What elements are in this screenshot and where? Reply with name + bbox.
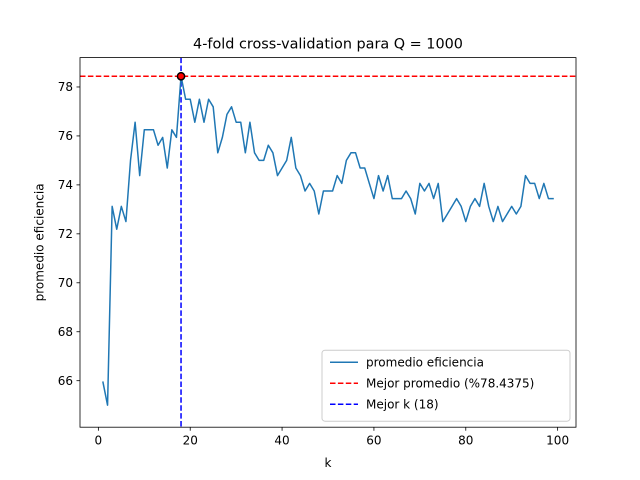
x-tick-label: 0 bbox=[95, 434, 103, 448]
y-tick-label: 78 bbox=[58, 80, 73, 94]
x-tick-label: 40 bbox=[274, 434, 289, 448]
plot-frame bbox=[79, 57, 577, 428]
x-tick-label: 80 bbox=[458, 434, 473, 448]
y-tick-label: 72 bbox=[58, 227, 73, 241]
legend-label: Mejor promedio (%78.4375) bbox=[366, 376, 534, 390]
x-tick-label: 60 bbox=[366, 434, 381, 448]
highlight-layer bbox=[176, 71, 186, 81]
legend: promedio eficiencia Mejor promedio (%78.4… bbox=[321, 349, 571, 422]
y-axis-ticks: 66 68 70 72 74 76 78 bbox=[58, 80, 80, 388]
y-tick-label: 68 bbox=[58, 325, 73, 339]
y-tick-label: 66 bbox=[58, 374, 73, 388]
series-line-0 bbox=[102, 75, 554, 406]
x-axis-ticks: 0 20 40 60 80 100 bbox=[95, 427, 569, 448]
y-tick-label: 74 bbox=[58, 178, 73, 192]
legend-label: Mejor k (18) bbox=[366, 397, 439, 411]
series-layer bbox=[102, 75, 554, 406]
y-tick-label: 76 bbox=[58, 129, 73, 143]
reference-lines bbox=[80, 57, 576, 428]
best-point-marker bbox=[176, 71, 186, 81]
legend-box bbox=[321, 349, 571, 422]
x-tick-label: 20 bbox=[183, 434, 198, 448]
x-tick-label: 100 bbox=[546, 434, 569, 448]
y-axis-title: promedio eficiencia bbox=[33, 183, 47, 301]
y-tick-label: 70 bbox=[58, 276, 73, 290]
chart-title: 4-fold cross-validation para Q = 1000 bbox=[193, 37, 463, 53]
legend-label: promedio eficiencia bbox=[366, 355, 484, 369]
x-axis-title: k bbox=[325, 456, 332, 470]
